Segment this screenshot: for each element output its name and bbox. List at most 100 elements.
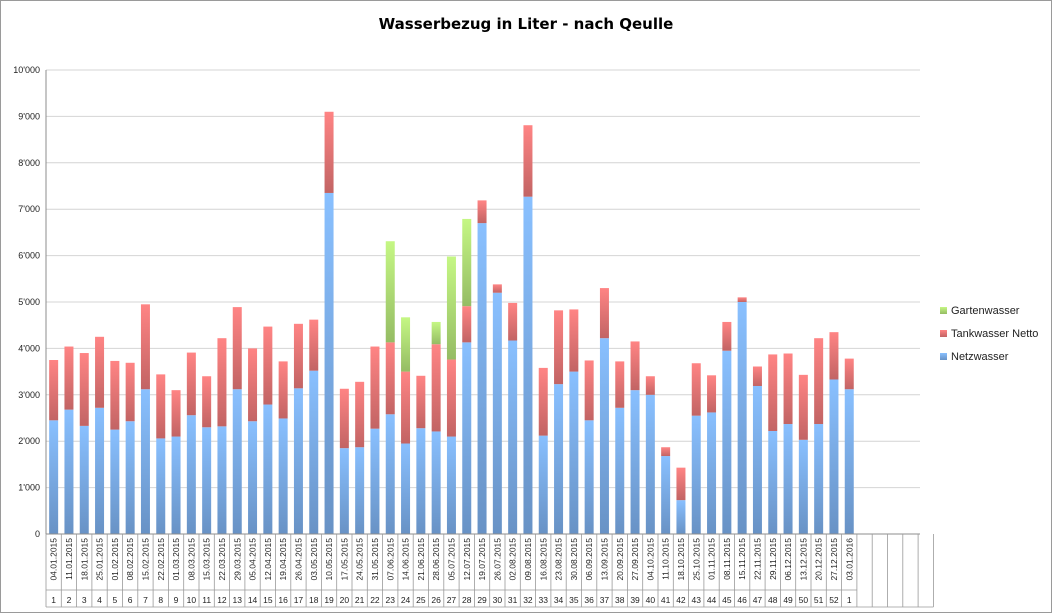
bar-segment-tankwasser-netto bbox=[125, 362, 135, 422]
x-tick-label: 12.07.2015 bbox=[462, 538, 472, 581]
week-number-label: 20 bbox=[340, 595, 350, 605]
y-tick-label: 2'000 bbox=[18, 436, 40, 446]
bar-segment-tankwasser-netto bbox=[737, 297, 747, 302]
x-tick-label: 11.01.2015 bbox=[64, 538, 74, 580]
y-tick-label: 1'000 bbox=[18, 483, 40, 493]
bar-segment-tankwasser-netto bbox=[416, 375, 426, 429]
bar-segment-netzwasser bbox=[140, 389, 150, 534]
week-number-label: 3 bbox=[82, 595, 87, 605]
bar-segment-tankwasser-netto bbox=[171, 390, 181, 437]
bar-segment-tankwasser-netto bbox=[339, 388, 349, 449]
week-number-label: 12 bbox=[217, 595, 227, 605]
x-tick-label: 20.12.2015 bbox=[814, 538, 824, 581]
x-tick-label: 08.02.2015 bbox=[125, 538, 135, 581]
bar-segment-tankwasser-netto bbox=[446, 359, 456, 437]
week-number-label: 40 bbox=[646, 595, 656, 605]
bar-segment-netzwasser bbox=[186, 415, 196, 534]
bar-segment-tankwasser-netto bbox=[110, 360, 120, 430]
week-number-label: 9 bbox=[174, 595, 179, 605]
bar-segment-netzwasser bbox=[615, 407, 625, 534]
x-tick-label: 28.06.2015 bbox=[431, 538, 441, 581]
week-number-label: 43 bbox=[692, 595, 702, 605]
bar-segment-netzwasser bbox=[401, 443, 411, 534]
bar-segment-gartenwasser bbox=[431, 321, 441, 345]
bar-segment-tankwasser-netto bbox=[278, 361, 288, 419]
bar-segment-tankwasser-netto bbox=[844, 358, 854, 390]
bar-segment-netzwasser bbox=[707, 412, 717, 534]
x-tick-label: 21.06.2015 bbox=[416, 538, 426, 581]
bar-segment-tankwasser-netto bbox=[202, 376, 212, 428]
week-number-label: 10 bbox=[187, 595, 197, 605]
legend-swatch bbox=[940, 330, 947, 337]
bar-segment-tankwasser-netto bbox=[64, 346, 74, 410]
legend-swatch bbox=[940, 353, 947, 360]
week-number-label: 6 bbox=[128, 595, 133, 605]
bar-segment-gartenwasser bbox=[385, 241, 395, 343]
x-tick-label: 11.10.2015 bbox=[661, 538, 671, 580]
bar-segment-tankwasser-netto bbox=[49, 360, 59, 421]
bars bbox=[49, 111, 854, 535]
week-number-label: 5 bbox=[112, 595, 117, 605]
bar-segment-netzwasser bbox=[492, 292, 502, 534]
bar-segment-netzwasser bbox=[599, 338, 609, 534]
legend-label: Gartenwasser bbox=[951, 305, 1020, 317]
bar-segment-netzwasser bbox=[263, 404, 273, 534]
bar-segment-netzwasser bbox=[110, 429, 120, 534]
x-tick-label: 06.12.2015 bbox=[783, 538, 793, 581]
bar-segment-netzwasser bbox=[293, 388, 303, 534]
x-tick-label: 08.03.2015 bbox=[186, 538, 196, 581]
bar-segment-netzwasser bbox=[64, 409, 74, 534]
bar-segment-netzwasser bbox=[339, 448, 349, 534]
x-tick-label: 27.09.2015 bbox=[630, 538, 640, 581]
bar-segment-tankwasser-netto bbox=[370, 346, 380, 429]
y-tick-label: 7'000 bbox=[18, 204, 40, 214]
bar-segment-tankwasser-netto bbox=[752, 366, 762, 386]
bar-segment-tankwasser-netto bbox=[492, 284, 502, 293]
bar-segment-netzwasser bbox=[844, 389, 854, 534]
x-tick-label: 22.03.2015 bbox=[217, 538, 227, 581]
x-tick-label: 01.03.2015 bbox=[171, 538, 181, 581]
x-tick-label: 23.08.2015 bbox=[554, 538, 564, 581]
x-tick-label: 24.05.2015 bbox=[355, 538, 365, 581]
bar-segment-tankwasser-netto bbox=[293, 323, 303, 389]
week-number-label: 46 bbox=[737, 595, 747, 605]
x-tick-label: 16.08.2015 bbox=[538, 538, 548, 581]
x-tick-label: 09.08.2015 bbox=[523, 538, 533, 581]
bar-segment-netzwasser bbox=[630, 390, 640, 534]
bar-segment-tankwasser-netto bbox=[217, 338, 227, 427]
x-tick-label: 05.07.2015 bbox=[446, 538, 456, 581]
x-tick-label: 25.10.2015 bbox=[691, 538, 701, 581]
bar-segment-netzwasser bbox=[446, 436, 456, 534]
week-number-label: 47 bbox=[753, 595, 763, 605]
bar-segment-tankwasser-netto bbox=[599, 288, 609, 339]
bar-segment-tankwasser-netto bbox=[645, 376, 655, 395]
week-number-label: 45 bbox=[722, 595, 732, 605]
x-tick-label: 22.11.2015 bbox=[752, 538, 762, 580]
bar-segment-netzwasser bbox=[49, 420, 59, 534]
week-number-label: 28 bbox=[462, 595, 472, 605]
x-tick-label: 19.04.2015 bbox=[278, 538, 288, 581]
bar-segment-tankwasser-netto bbox=[156, 374, 166, 439]
week-number-label: 39 bbox=[630, 595, 640, 605]
bar-segment-tankwasser-netto bbox=[248, 348, 258, 422]
bar-segment-tankwasser-netto bbox=[722, 321, 732, 351]
x-tick-label: 02.08.2015 bbox=[508, 538, 518, 581]
week-number-label: 17 bbox=[294, 595, 304, 605]
week-number-label: 21 bbox=[355, 595, 365, 605]
x-tick-label: 10.05.2015 bbox=[324, 538, 334, 581]
bar-segment-tankwasser-netto bbox=[523, 125, 533, 197]
x-tick-label: 29.11.2015 bbox=[768, 538, 778, 580]
x-tick-label: 22.02.2015 bbox=[156, 538, 166, 581]
week-number-label: 51 bbox=[814, 595, 824, 605]
bar-segment-tankwasser-netto bbox=[355, 381, 365, 448]
bar-segment-netzwasser bbox=[584, 420, 594, 534]
x-tick-label: 04.01.2015 bbox=[49, 538, 59, 581]
week-number-label: 16 bbox=[278, 595, 288, 605]
y-tick-label: 5'000 bbox=[18, 297, 40, 307]
y-tick-label: 8'000 bbox=[18, 158, 40, 168]
bar-segment-tankwasser-netto bbox=[477, 200, 487, 224]
bar-segment-netzwasser bbox=[79, 425, 89, 534]
bar-segment-netzwasser bbox=[508, 340, 518, 534]
bar-segment-netzwasser bbox=[814, 424, 824, 534]
bar-segment-netzwasser bbox=[752, 385, 762, 534]
